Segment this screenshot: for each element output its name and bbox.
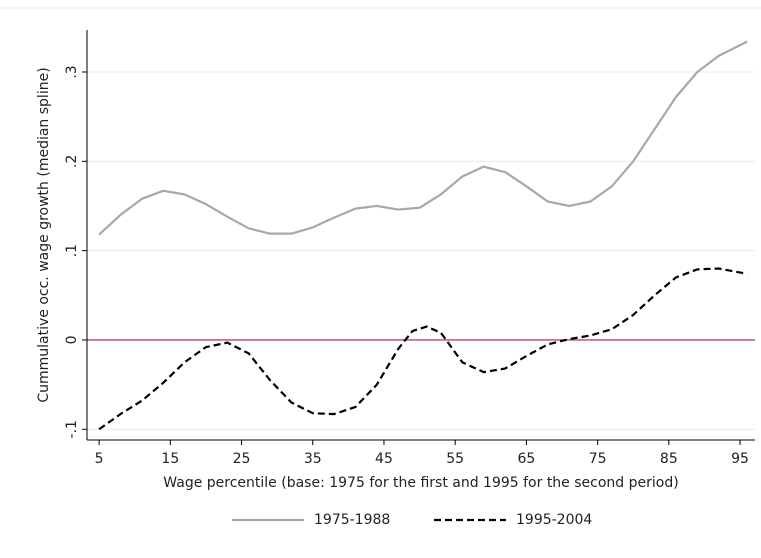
legend-label: 1995-2004: [516, 512, 592, 528]
legend-label: 1975-1988: [314, 512, 390, 528]
y-tick-label: -.1: [64, 420, 80, 438]
series-line: [98, 40, 748, 236]
x-tick-label: 35: [304, 451, 322, 467]
x-tick-label: 45: [375, 451, 393, 467]
y-tick-label: 0: [64, 335, 80, 344]
y-tick-label: .2: [64, 155, 80, 168]
x-tick-label: 75: [589, 451, 607, 467]
x-tick-label: 55: [446, 451, 464, 467]
x-tick-label: 95: [731, 451, 749, 467]
x-tick-label: 5: [95, 451, 104, 467]
x-tick-label: 15: [161, 451, 179, 467]
x-tick-label: 25: [233, 451, 251, 467]
x-axis-label: Wage percentile (base: 1975 for the firs…: [163, 475, 678, 491]
y-axis-label: Cummulative occ. wage growth (median spl…: [36, 67, 52, 402]
x-tick-label: 65: [517, 451, 535, 467]
series-line: [98, 267, 748, 431]
x-tick-label: 85: [660, 451, 678, 467]
y-tick-label: .1: [64, 244, 80, 257]
y-tick-label: .3: [64, 65, 80, 78]
